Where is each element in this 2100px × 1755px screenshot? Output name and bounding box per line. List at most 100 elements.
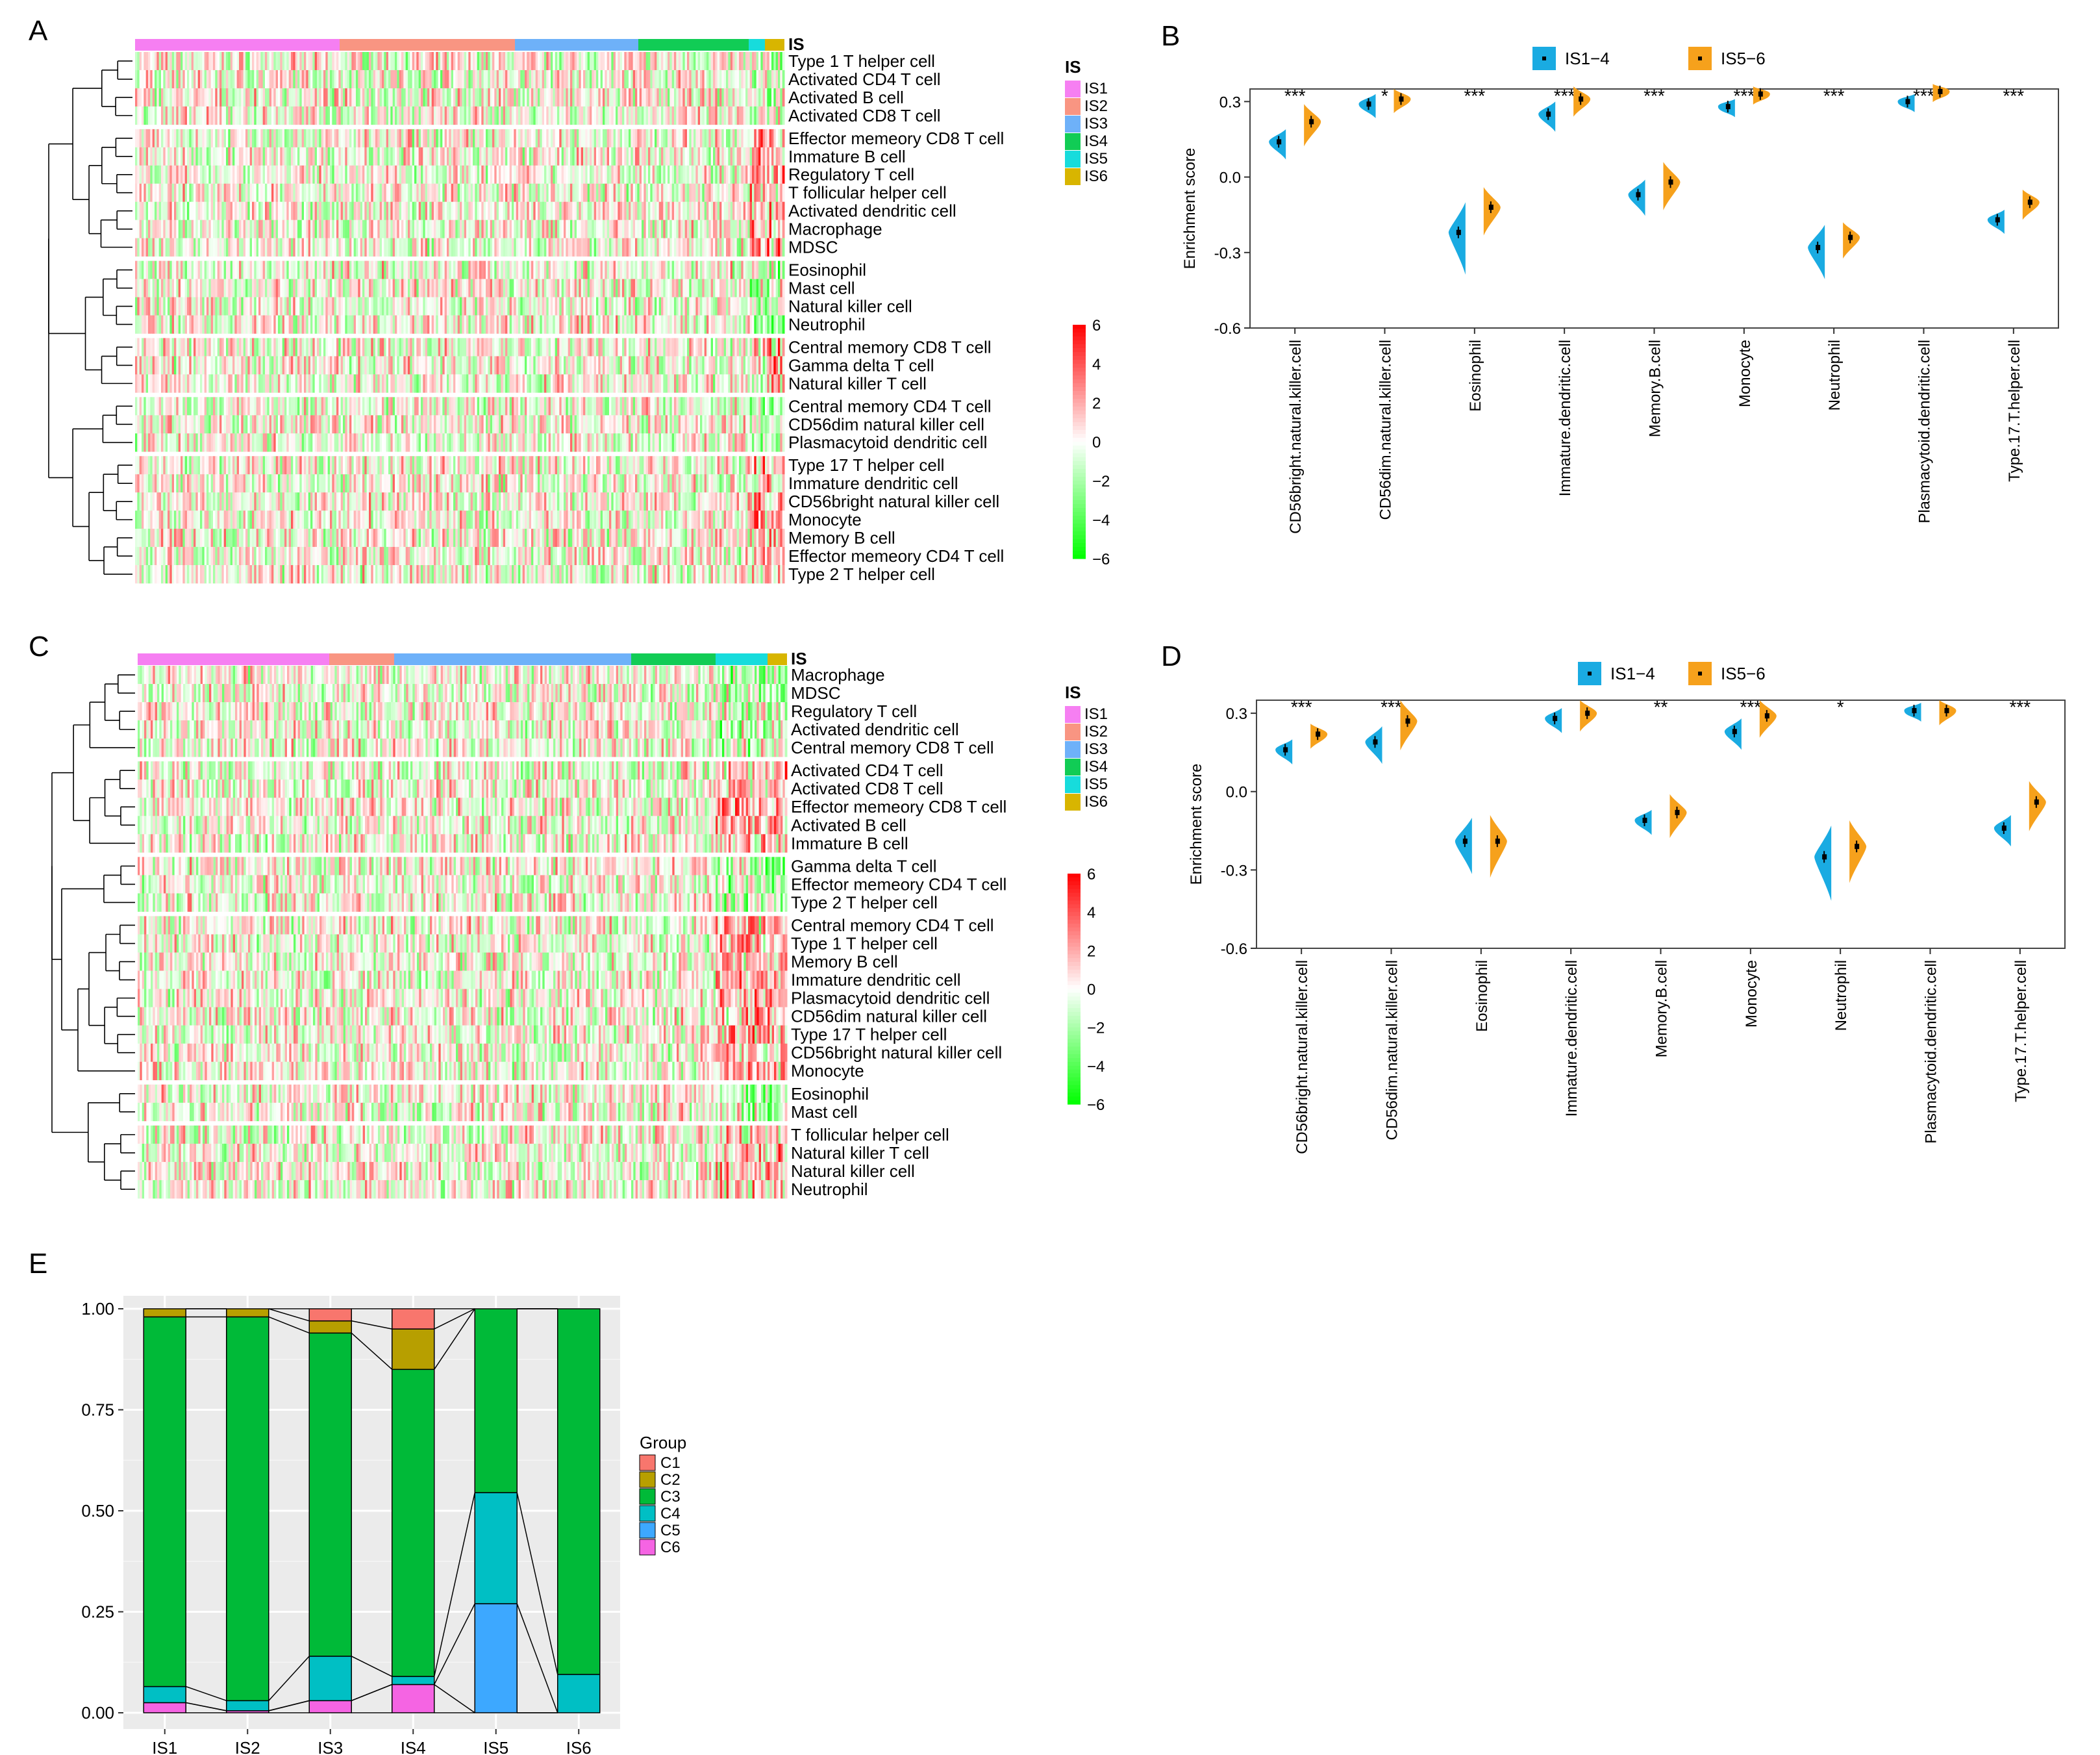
heatmap-cell [747, 279, 751, 297]
heatmap-cell [488, 165, 491, 184]
heatmap-cell [684, 69, 688, 89]
heatmap-cell [475, 238, 478, 257]
heatmap-cell [754, 147, 757, 166]
heatmap-cell [436, 238, 439, 257]
heatmap-cell [399, 147, 402, 166]
heatmap-cell [542, 338, 545, 357]
heatmap-cell [343, 69, 345, 89]
heatmap-cell [158, 201, 162, 220]
heatmap-cell [304, 238, 306, 257]
heatmap-cell [520, 69, 523, 89]
heatmap-cell [241, 147, 244, 166]
heatmap-cell [295, 201, 298, 220]
heatmap-cell [752, 147, 755, 166]
heatmap-cell [494, 69, 497, 89]
heatmap-cell [451, 201, 454, 220]
heatmap-cell [386, 338, 389, 357]
heatmap-cell [648, 129, 651, 148]
heatmap-cell [512, 297, 514, 316]
heatmap-cell [323, 147, 326, 166]
heatmap-cell [780, 69, 783, 89]
heatmap-cell [527, 279, 530, 297]
heatmap-cell [613, 238, 616, 257]
heatmap-cell [163, 260, 166, 279]
heatmap-cell [284, 238, 287, 257]
heatmap-cell [408, 147, 410, 166]
heatmap-cell [479, 315, 482, 334]
heatmap-cell [462, 106, 465, 125]
heatmap-cell [308, 183, 311, 203]
heatmap-cell [249, 106, 253, 125]
heatmap-cell [773, 52, 777, 71]
heatmap-cell [754, 297, 757, 316]
heatmap-cell [217, 88, 220, 107]
heatmap-cell [765, 297, 768, 316]
heatmap-cell [606, 165, 610, 184]
heatmap-cell [414, 356, 417, 375]
heatmap-cell [330, 106, 332, 125]
heatmap-cell [767, 106, 770, 125]
heatmap-cell [587, 260, 590, 279]
heatmap-cell [421, 129, 423, 148]
heatmap-cell [349, 106, 352, 125]
heatmap-cell [234, 260, 238, 279]
heatmap-cell [765, 315, 768, 334]
heatmap-cell [267, 356, 270, 375]
heatmap-cell [600, 88, 603, 107]
heatmap-cell [568, 338, 571, 357]
heatmap-cell [403, 165, 406, 184]
heatmap-cell [247, 338, 251, 357]
heatmap-cell [551, 201, 553, 220]
heatmap-cell [215, 279, 218, 297]
heatmap-cell [379, 260, 382, 279]
heatmap-cell [142, 356, 144, 375]
heatmap-cell [321, 147, 324, 166]
heatmap-cell [516, 106, 519, 125]
heatmap-cell [481, 165, 484, 184]
heatmap-cell [568, 315, 571, 334]
heatmap-cell [412, 183, 415, 203]
heatmap-cell [457, 201, 460, 220]
heatmap-cell [503, 183, 506, 203]
heatmap-cell [168, 106, 170, 125]
heatmap-cell [444, 201, 447, 220]
heatmap-cell [486, 297, 488, 316]
heatmap-cell [416, 129, 419, 148]
heatmap-cell [347, 201, 350, 220]
heatmap-cell [564, 201, 566, 220]
heatmap-cell [340, 183, 344, 203]
heatmap-cell [557, 201, 560, 220]
heatmap-cell [334, 106, 337, 125]
heatmap-cell [351, 106, 355, 125]
heatmap-cell [405, 183, 408, 203]
heatmap-cell [204, 260, 207, 279]
heatmap-cell [592, 129, 595, 148]
heatmap-cell [139, 69, 142, 89]
heatmap-cell [228, 52, 231, 71]
heatmap-cell [605, 165, 608, 184]
heatmap-cell [323, 220, 326, 238]
heatmap-cell [163, 297, 166, 316]
heatmap-cell [449, 106, 452, 125]
heatmap-cell [262, 147, 266, 166]
heatmap-cell [464, 129, 467, 148]
heatmap-cell [782, 315, 785, 334]
heatmap-cell [600, 297, 603, 316]
heatmap-cell [773, 315, 777, 334]
heatmap-cell [460, 220, 462, 238]
heatmap-cell [260, 183, 264, 203]
heatmap-cell [658, 183, 662, 203]
heatmap-cell [252, 279, 255, 297]
heatmap-cell [745, 297, 748, 316]
heatmap-cell [306, 356, 309, 375]
heatmap-cell [206, 52, 209, 71]
heatmap-cell [137, 88, 140, 107]
heatmap-cell [267, 165, 270, 184]
heatmap-cell [217, 356, 220, 375]
heatmap-cell [730, 165, 733, 184]
heatmap-cell [540, 220, 543, 238]
heatmap-cell [559, 238, 562, 257]
heatmap-cell [606, 88, 610, 107]
heatmap-cell [613, 279, 616, 297]
heatmap-cell [669, 220, 673, 238]
